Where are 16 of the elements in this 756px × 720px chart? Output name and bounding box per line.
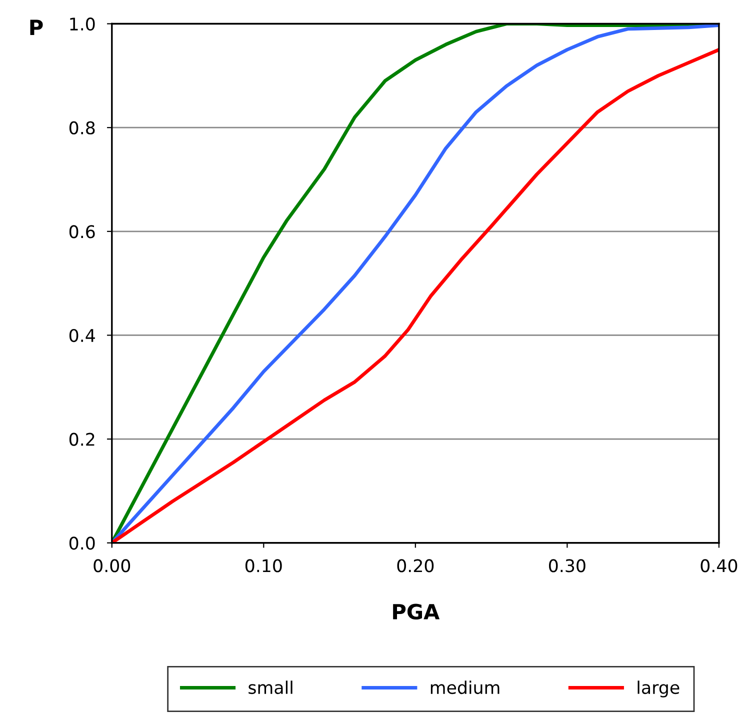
y-tick-label: 1.0 [70,17,95,31]
y-tick-label: 0.6 [69,225,95,238]
x-tick-label: 0.00 [94,559,130,572]
y-tick-label: 0.4 [69,328,95,342]
x-tick-label: 0.20 [397,559,434,572]
y-tick-label: 0.0 [69,536,95,550]
y-tick-label: 0.2 [69,432,94,446]
x-tick-label: 0.30 [549,559,586,572]
x-axis-title: PGA [393,604,440,620]
legend-label: large [638,680,680,698]
y-axis-title: P [30,20,43,35]
legend-label: medium [430,680,500,694]
legend-label: small [248,680,292,694]
y-tick-label: 0.8 [69,121,95,134]
x-tick-label: 0.10 [245,559,282,572]
x-tick-label: 0.40 [700,559,738,572]
